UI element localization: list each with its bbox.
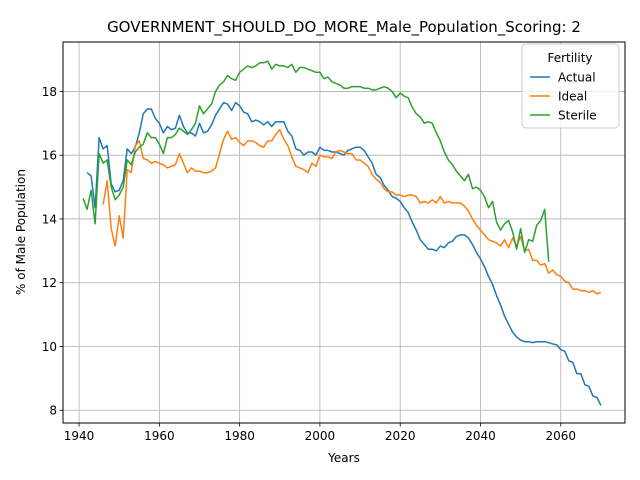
x-tick-label: 1960	[144, 429, 175, 443]
x-tick-label: 2020	[385, 429, 416, 443]
legend-box	[521, 43, 620, 129]
x-axis-label: Years	[327, 451, 360, 465]
legend-label-sterile: Sterile	[558, 109, 597, 123]
axis-ticks: 1940 1960 1980 2000 2020 2040 2060 8 10 12 14 16 18	[42, 85, 576, 443]
plot-frame	[62, 41, 626, 424]
x-tick-label: 1980	[224, 429, 255, 443]
legend: Fertility Actual Ideal Sterile	[521, 43, 620, 129]
series-line-sterile	[82, 60, 550, 263]
y-tick-label: 14	[42, 212, 57, 226]
legend-title: Fertility	[547, 51, 592, 65]
series-lines	[82, 60, 602, 406]
y-tick-label: 16	[42, 149, 57, 163]
x-tick-label: 1940	[64, 429, 95, 443]
y-axis-label: % of Male Population	[14, 169, 28, 295]
y-tick-label: 12	[42, 276, 57, 290]
legend-label-actual: Actual	[558, 71, 596, 85]
x-tick-label: 2040	[465, 429, 496, 443]
series-line-actual	[86, 101, 602, 406]
x-tick-label: 2060	[545, 429, 576, 443]
y-tick-label: 8	[49, 404, 57, 418]
x-tick-label: 2000	[305, 429, 336, 443]
chart-title: GOVERNMENT_SHOULD_DO_MORE_Male_Populatio…	[107, 18, 581, 37]
y-tick-label: 10	[42, 340, 57, 354]
y-tick-label: 18	[42, 85, 57, 99]
legend-label-ideal: Ideal	[558, 90, 587, 104]
